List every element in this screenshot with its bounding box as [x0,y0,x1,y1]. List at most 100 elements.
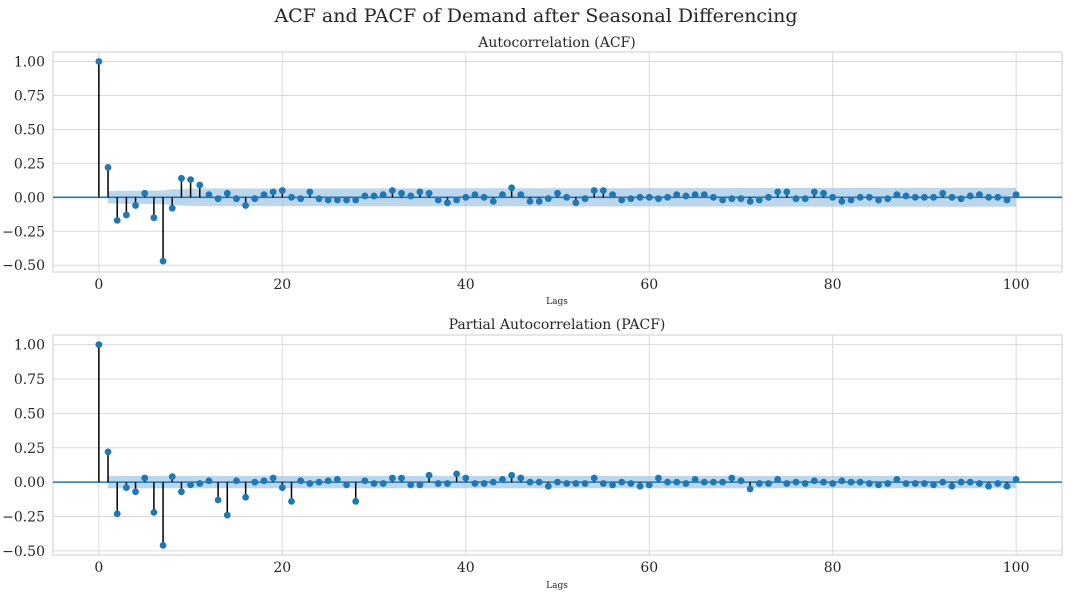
acf-xtick-label: 60 [640,277,658,293]
acf-point-lag-89 [911,193,919,201]
acf-point-lag-100 [1012,191,1020,198]
pacf-point-lag-61 [655,474,662,482]
acf-point-lag-24 [315,195,323,203]
acf-point-lag-95 [966,192,974,200]
acf-point-lag-87 [893,191,901,198]
acf-point-lag-3 [122,211,130,219]
pacf-point-lag-17 [251,478,259,486]
pacf-point-lag-56 [609,481,616,489]
pacf-point-lag-37 [434,480,442,487]
acf-ytick-label: 0.00 [14,190,45,206]
pacf-xtick-label: 100 [1003,560,1030,576]
pacf-point-lag-23 [306,480,314,487]
pacf-point-lag-69 [728,474,736,482]
pacf-point-lag-22 [297,477,305,485]
acf-point-lag-45 [508,184,516,192]
acf-point-lag-34 [407,192,415,200]
figure-title: ACF and PACF of Demand after Seasonal Di… [273,5,797,27]
pacf-point-lag-60 [645,481,653,489]
acf-point-lag-80 [829,193,837,201]
acf-point-lag-9 [178,174,185,182]
pacf-point-lag-84 [865,480,873,487]
acf-point-lag-86 [884,195,892,203]
pacf-ytick-label: −0.25 [2,510,45,526]
acf-point-lag-42 [480,193,488,201]
pacf-point-lag-90 [921,480,928,487]
acf-point-lag-14 [223,189,231,197]
pacf-point-lag-49 [544,482,552,490]
pacf-point-lag-30 [370,480,378,487]
acf-ytick-label: −0.25 [2,224,45,240]
pacf-xtick-label: 60 [640,560,658,576]
acf-point-lag-81 [838,197,846,205]
pacf-point-lag-50 [554,478,561,486]
acf-point-lag-33 [398,189,405,197]
acf-point-lag-69 [728,195,736,203]
pacf-point-lag-38 [444,480,451,487]
acf-point-lag-84 [865,193,873,201]
pacf-point-lag-51 [563,480,571,487]
pacf-point-lag-34 [407,481,415,489]
acf-point-lag-43 [489,197,497,205]
pacf-ytick-label: 0.25 [14,441,45,457]
pacf-point-lag-16 [242,493,250,501]
pacf-point-lag-97 [985,482,993,490]
acf-point-lag-55 [599,187,607,194]
pacf-panel: Partial Autocorrelation (PACF) Lags 0 20 4… [2,317,1063,591]
pacf-point-lag-46 [517,474,525,482]
pacf-point-lag-100 [1012,475,1020,483]
pacf-point-lag-98 [994,480,1002,487]
pacf-point-lag-85 [875,481,882,489]
acf-point-lag-76 [792,195,800,203]
acf-point-lag-63 [673,191,681,198]
acf-point-lag-65 [691,191,699,198]
pacf-point-lag-6 [150,508,158,516]
pacf-point-lag-25 [324,477,332,485]
pacf-point-lag-78 [810,477,818,485]
pacf-point-lag-3 [122,484,130,492]
acf-panel: Autocorrelation (ACF) Lags 0 20 40 60 80 100 −… [2,35,1063,307]
acf-ytick-label: 0.25 [14,156,45,172]
pacf-point-lag-13 [214,496,222,504]
acf-point-lag-10 [187,176,194,184]
acf-point-lag-56 [609,191,616,198]
acf-xlabel: Lags [546,297,568,307]
pacf-point-lag-95 [966,478,974,486]
acf-point-lag-25 [324,196,332,204]
pacf-point-lag-4 [132,488,139,496]
acf-point-lag-91 [930,193,937,201]
acf-point-lag-37 [434,196,442,204]
acf-point-lag-5 [141,189,149,197]
acf-point-lag-47 [526,197,534,205]
acf-point-lag-36 [425,189,433,197]
pacf-point-lag-47 [526,478,534,486]
acf-point-lag-72 [755,196,763,204]
pacf-ytick-label: 0.50 [14,406,45,422]
pacf-point-lag-76 [792,478,800,486]
acf-point-lag-75 [783,188,791,196]
acf-point-lag-21 [288,193,295,201]
pacf-point-lag-26 [333,475,341,483]
pacf-point-lag-59 [636,482,644,490]
pacf-xtick-label: 40 [457,560,475,576]
pacf-xtick-label: 80 [824,560,842,576]
acf-point-lag-96 [976,191,983,198]
acf-axes-frame [52,51,1063,273]
pacf-point-lag-43 [489,478,497,486]
acf-point-lag-94 [957,195,965,203]
acf-point-lag-46 [517,191,525,198]
pacf-point-lag-91 [930,481,937,489]
acf-point-lag-53 [581,195,589,203]
acf-point-lag-88 [902,192,910,200]
pacf-point-lag-33 [398,474,405,482]
acf-point-lag-58 [627,195,635,203]
acf-point-lag-11 [196,181,204,189]
pacf-point-lag-52 [572,480,580,487]
acf-point-lag-61 [655,195,662,203]
acf-point-lag-35 [416,188,424,196]
pacf-point-lag-79 [820,478,827,486]
acf-point-lag-64 [682,192,690,200]
pacf-point-lag-28 [352,497,360,505]
pacf-point-lag-53 [581,480,589,487]
